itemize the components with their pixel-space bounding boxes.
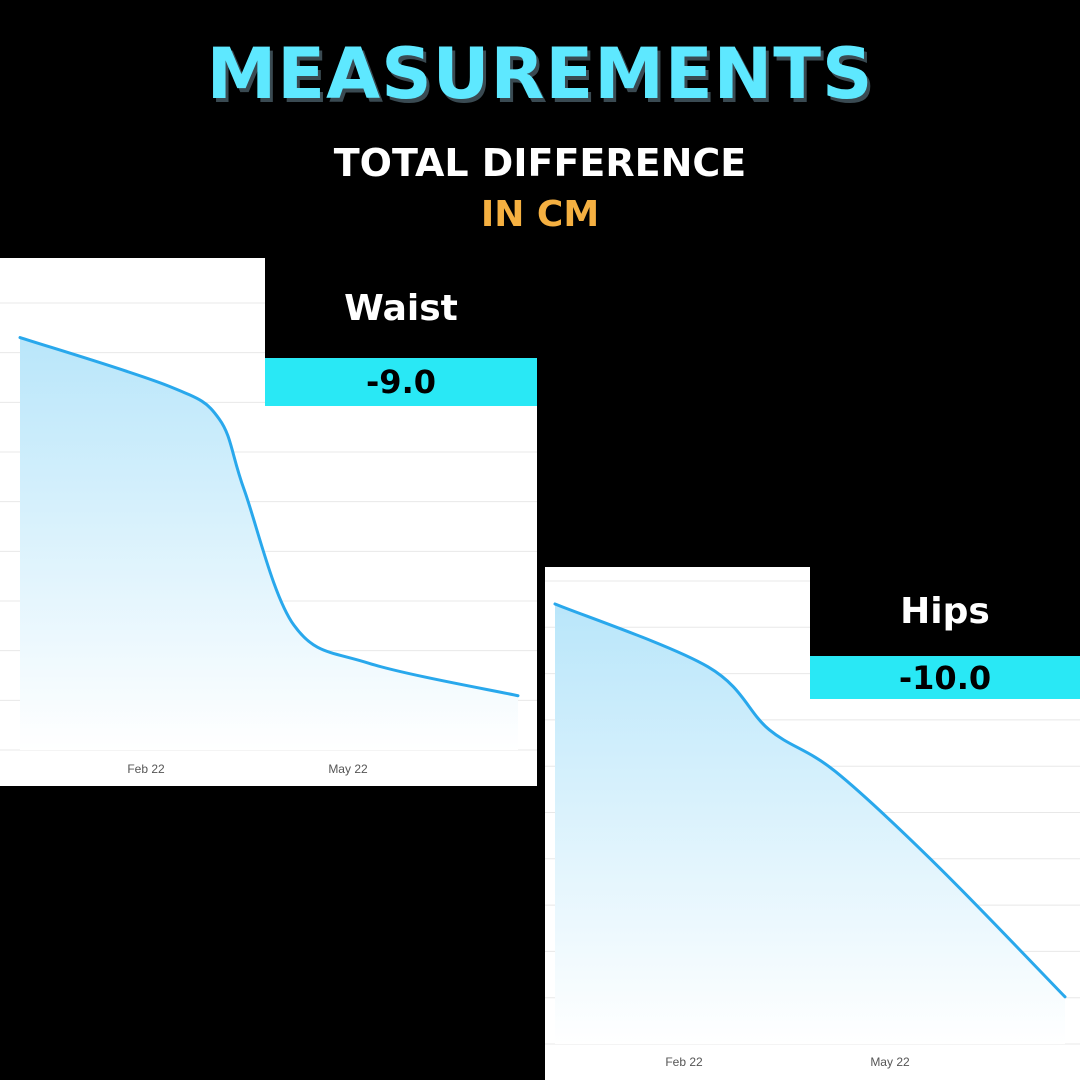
series-area	[20, 337, 518, 750]
waist-chart-panel: Feb 22 May 22 Waist -9.0	[0, 258, 537, 786]
x-tick-label: May 22	[870, 1055, 910, 1069]
page-title: MEASUREMENTS	[206, 33, 874, 115]
data-point	[1064, 996, 1066, 998]
data-point	[835, 771, 836, 773]
waist-chart: Feb 22 May 22	[0, 302, 537, 776]
hips-label: Hips	[810, 567, 1080, 656]
data-point	[517, 695, 519, 697]
x-tick-label: Feb 22	[665, 1055, 703, 1069]
page-subtitle: TOTAL DIFFERENCE	[333, 141, 747, 185]
x-tick-label: May 22	[328, 762, 368, 776]
waist-difference: -9.0	[265, 358, 537, 406]
x-tick-label: Feb 22	[127, 762, 165, 776]
data-point	[768, 729, 770, 731]
data-point	[937, 865, 938, 867]
data-point	[168, 385, 170, 387]
unit-label: IN CM	[480, 194, 600, 235]
hips-chart-panel: Feb 22 May 22 Hips -10.0	[545, 567, 1080, 1080]
hips-chart: Feb 22 May 22	[545, 580, 1080, 1069]
data-point	[554, 603, 556, 605]
data-point	[243, 489, 245, 491]
series-line	[18, 336, 520, 698]
data-point	[707, 666, 709, 668]
data-point	[293, 624, 295, 626]
data-point	[19, 337, 21, 339]
data-point	[218, 418, 220, 420]
data-point	[368, 662, 370, 664]
series-line	[553, 602, 1067, 999]
hips-difference: -10.0	[810, 656, 1080, 699]
series-area	[555, 603, 1065, 1044]
waist-label: Waist	[265, 258, 537, 358]
